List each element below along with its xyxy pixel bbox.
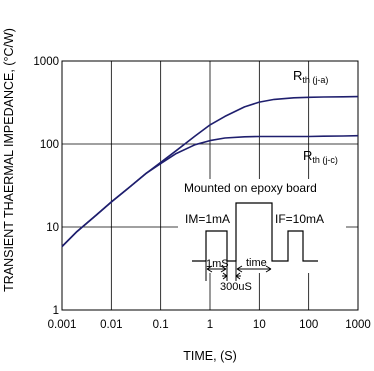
series-line-rth-jc bbox=[61, 134, 359, 248]
x-tick-label: 1 bbox=[207, 319, 213, 331]
x-tick-label: 0.1 bbox=[153, 319, 169, 331]
x-tick-label: 0.001 bbox=[48, 319, 77, 331]
inset-us-arrow bbox=[222, 272, 241, 280]
series-label-rth-jc-main: R bbox=[303, 148, 312, 163]
axis-ticks: 0.001 0.01 0.1 1 10 100 1000 1 10 100 1000 bbox=[33, 56, 370, 331]
y-tick-label: 10 bbox=[46, 222, 59, 234]
x-tick-label: 0.01 bbox=[100, 319, 122, 331]
series-label-rth-jc: Rth (j-c) bbox=[303, 148, 338, 165]
series-label-rth-ja-main: R bbox=[293, 68, 302, 83]
inset-im-label: IM=1mA bbox=[185, 212, 230, 226]
x-axis-title: TIME, (S) bbox=[183, 349, 236, 363]
y-axis-title: TRANSIENT THAERMAL IMPEDANCE, (°C/W) bbox=[2, 28, 16, 292]
series-label-rth-ja: Rth (j-a) bbox=[293, 68, 328, 85]
inset-ms-arrow bbox=[206, 265, 227, 273]
inset-time-label: time bbox=[246, 257, 267, 269]
x-tick-label: 100 bbox=[299, 319, 318, 331]
inset-pulse-waveform bbox=[192, 202, 318, 262]
inset-us-label: 300uS bbox=[220, 281, 252, 293]
x-tick-label: 10 bbox=[253, 319, 266, 331]
series-lines bbox=[61, 95, 359, 248]
plot-frame bbox=[61, 60, 359, 311]
inset-ms-label: 1mS bbox=[206, 258, 229, 270]
x-tick-label: 1000 bbox=[345, 319, 371, 331]
inset-if-label: IF=10mA bbox=[275, 212, 324, 226]
y-tick-label: 1 bbox=[53, 305, 59, 317]
y-tick-label: 1000 bbox=[33, 56, 59, 68]
series-label-rth-jc-sub: th (j-c) bbox=[312, 155, 338, 165]
test-condition-inset: Mounted on epoxy board IM=1mA IF=10mA 1m… bbox=[178, 179, 346, 293]
inset-time-arrow bbox=[236, 265, 272, 273]
series-label-rth-ja-sub: th (j-a) bbox=[302, 75, 328, 85]
y-tick-label: 100 bbox=[40, 139, 59, 151]
inset-caption: Mounted on epoxy board bbox=[184, 181, 317, 195]
